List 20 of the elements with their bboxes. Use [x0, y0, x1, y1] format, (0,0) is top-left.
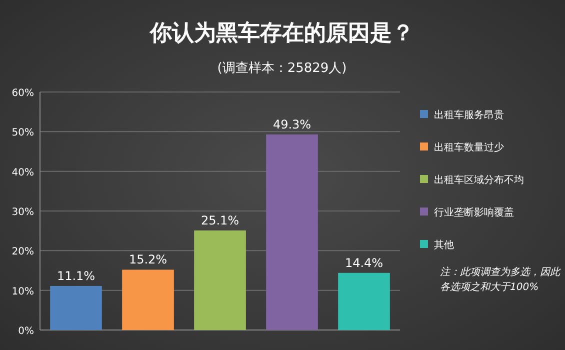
- y-tick-label: 0%: [18, 326, 34, 337]
- legend-label: 出租车服务昂贵: [434, 109, 504, 121]
- text: 15.2%: [128, 252, 168, 267]
- text: 注：此项调查为多选，因此各选项之和大于100%: [440, 266, 560, 295]
- legend-label: 出租车数量过少: [434, 142, 504, 154]
- y-tick-label: 40%: [12, 167, 34, 178]
- legend-label: 行业垄断影响覆盖: [434, 206, 514, 218]
- y-tick-label: 60%: [12, 88, 34, 99]
- legend-label: 其他: [434, 239, 454, 251]
- text: 14.4%: [344, 256, 384, 270]
- chart-title: 你认为黑车存在的原因是？: [149, 20, 414, 46]
- text: 25.1%: [200, 213, 240, 228]
- y-tick-label: 50%: [12, 128, 34, 139]
- y-tick-label: 30%: [12, 207, 34, 218]
- y-tick-label: 20%: [12, 246, 34, 258]
- y-tick-label: 10%: [12, 286, 34, 298]
- legend-label: 出租车区域分布不均: [434, 174, 524, 186]
- chart-subtitle: (调查样本：25829人): [217, 61, 347, 76]
- text: 49.3%: [272, 117, 312, 132]
- text: 11.1%: [56, 268, 96, 283]
